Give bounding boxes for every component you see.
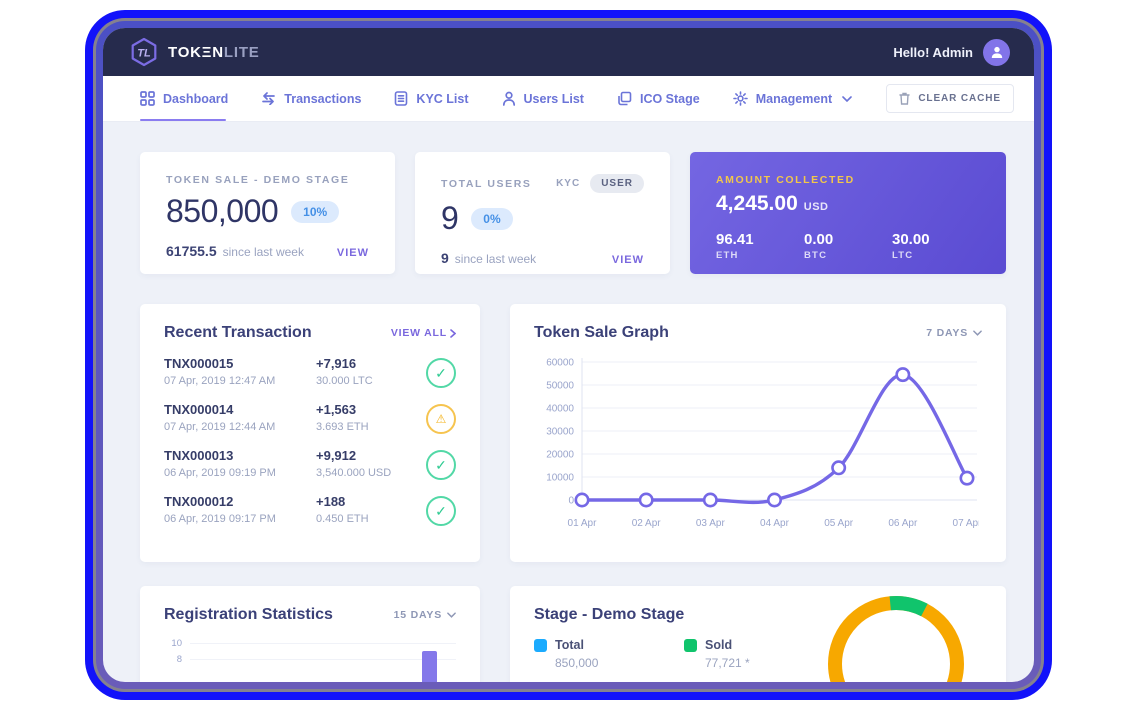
user-icon (502, 91, 515, 106)
chevron-down-icon (842, 95, 852, 102)
toggle-user[interactable]: USER (590, 174, 644, 193)
svg-text:0: 0 (568, 496, 574, 507)
view-all-link[interactable]: VIEW ALL (391, 327, 456, 339)
status-success-icon: ✓ (426, 450, 456, 480)
svg-text:50000: 50000 (546, 381, 574, 392)
dashboard-content: TOKEN SALE - DEMO STAGE 850,000 10% 6175… (103, 122, 1034, 682)
nav-item-transactions[interactable]: Transactions (261, 76, 361, 121)
table-row[interactable]: TNX000013 06 Apr, 2019 09:19 PM +9,912 3,5… (164, 448, 456, 480)
brand-title: TOKΞNLITE (168, 43, 260, 61)
device-frame: TL TOKΞNLITE Hello! Admin (85, 10, 1052, 700)
total-users-value: 9 (441, 200, 459, 236)
grid-icon (140, 91, 155, 106)
token-sale-badge: 10% (291, 200, 340, 223)
stage-legend: Total 850,000 Sold 77,721 * (534, 638, 982, 670)
document-list-icon (395, 91, 408, 106)
status-success-icon: ✓ (426, 358, 456, 388)
recent-transactions-panel: Recent Transaction VIEW ALL TNX000015 07 … (140, 304, 480, 562)
status-success-icon: ✓ (426, 496, 456, 526)
total-users-delta: 9 (441, 250, 449, 266)
bar (422, 651, 437, 682)
table-row[interactable]: TNX000012 06 Apr, 2019 09:17 PM +188 0.450… (164, 494, 456, 526)
svg-text:40000: 40000 (546, 404, 574, 415)
user-menu[interactable]: Hello! Admin (893, 38, 1010, 66)
currency-breakdown: 96.41 ETH 0.00 BTC 30.00 LTC (716, 231, 980, 261)
user-avatar[interactable] (983, 38, 1010, 66)
cube-stack-icon (618, 91, 632, 106)
panel-title: Recent Transaction (164, 324, 312, 341)
trash-icon (899, 92, 911, 105)
svg-text:TL: TL (137, 48, 151, 60)
range-selector-15days[interactable]: 15 DAYS (394, 609, 456, 621)
breakdown-ltc: 30.00 LTC (892, 231, 930, 261)
nav-item-users-list[interactable]: Users List (502, 76, 584, 121)
token-sale-view-link[interactable]: VIEW (336, 247, 369, 259)
svg-text:06 Apr: 06 Apr (888, 518, 918, 529)
main-nav: Dashboard Transactions KYC List (103, 76, 1034, 122)
table-row[interactable]: TNX000015 07 Apr, 2019 12:47 AM +7,916 30.… (164, 356, 456, 388)
nav-item-kyc-list[interactable]: KYC List (394, 76, 469, 121)
token-sale-graph-panel: Token Sale Graph 7 DAYS 0 10000 20000 30000… (510, 304, 1006, 562)
token-sale-delta: 61755.5 (166, 243, 217, 259)
app-window: TL TOKΞNLITE Hello! Admin (103, 28, 1034, 682)
breakdown-btc: 0.00 BTC (804, 231, 834, 261)
card-title: TOKEN SALE - DEMO STAGE (166, 174, 350, 186)
panel-title: Stage - Demo Stage (534, 606, 685, 623)
token-sale-card: TOKEN SALE - DEMO STAGE 850,000 10% 6175… (140, 152, 395, 274)
users-kyc-toggle: KYC USER (556, 174, 644, 193)
amount-collected-value: 4,245.00 (716, 192, 798, 215)
range-selector-7days[interactable]: 7 DAYS (926, 327, 982, 339)
amount-collected-card: AMOUNT COLLECTED 4,245.00 USD 96.41 ETH … (690, 152, 1006, 274)
gear-icon (732, 91, 748, 106)
legend-sold: Sold 77,721 * (684, 638, 834, 670)
registration-statistics-panel: Registration Statistics 15 DAYS 10 8 (140, 586, 480, 682)
registration-bar-chart: 10 8 (164, 638, 456, 682)
svg-text:20000: 20000 (546, 450, 574, 461)
chevron-right-icon (450, 328, 456, 338)
toggle-kyc[interactable]: KYC (556, 178, 581, 189)
panel-title: Registration Statistics (164, 606, 333, 623)
total-users-badge: 0% (471, 207, 513, 230)
nav-item-ico-stage[interactable]: ICO Stage (617, 76, 700, 121)
nav-item-dashboard[interactable]: Dashboard (140, 76, 228, 121)
stage-donut-chart (811, 579, 981, 682)
svg-text:60000: 60000 (546, 358, 574, 369)
nav-item-management[interactable]: Management (732, 76, 852, 121)
chevron-down-icon (447, 612, 456, 618)
svg-text:07 Apr: 07 Apr (953, 518, 979, 529)
total-swatch (534, 638, 547, 652)
svg-text:04 Apr: 04 Apr (760, 518, 790, 529)
svg-text:05 Apr: 05 Apr (824, 518, 854, 529)
svg-text:30000: 30000 (546, 427, 574, 438)
chevron-down-icon (973, 330, 982, 336)
token-sale-line-chart: 0 10000 20000 30000 40000 50000 60000 01 Apr 02 … (546, 358, 979, 530)
person-icon (991, 46, 1002, 58)
brand[interactable]: TL TOKΞNLITE (129, 37, 260, 67)
svg-text:01 Apr: 01 Apr (568, 518, 598, 529)
token-sale-value: 850,000 (166, 193, 279, 229)
svg-text:03 Apr: 03 Apr (696, 518, 726, 529)
total-users-view-link[interactable]: VIEW (611, 254, 644, 266)
total-users-card: TOTAL USERS KYC USER 9 0% 9 since last w… (415, 152, 670, 274)
svg-text:02 Apr: 02 Apr (632, 518, 662, 529)
stage-demo-panel: Stage - Demo Stage Total 850,000 (510, 586, 1006, 682)
app-header: TL TOKΞNLITE Hello! Admin (103, 28, 1034, 76)
greeting-text: Hello! Admin (893, 44, 973, 60)
status-warning-icon: ⚠ (426, 404, 456, 434)
table-row[interactable]: TNX000014 07 Apr, 2019 12:44 AM +1,563 3.6… (164, 402, 456, 434)
clear-cache-button[interactable]: CLEAR CACHE (886, 84, 1014, 113)
card-title: TOTAL USERS (441, 177, 532, 190)
brand-logo-icon: TL (131, 37, 157, 67)
legend-total: Total 850,000 (534, 638, 684, 670)
card-title: AMOUNT COLLECTED (716, 174, 855, 186)
swap-arrows-icon (262, 92, 276, 105)
sold-swatch (684, 638, 697, 652)
panel-title: Token Sale Graph (534, 324, 669, 341)
breakdown-eth: 96.41 ETH (716, 231, 754, 261)
svg-text:10000: 10000 (546, 473, 574, 484)
